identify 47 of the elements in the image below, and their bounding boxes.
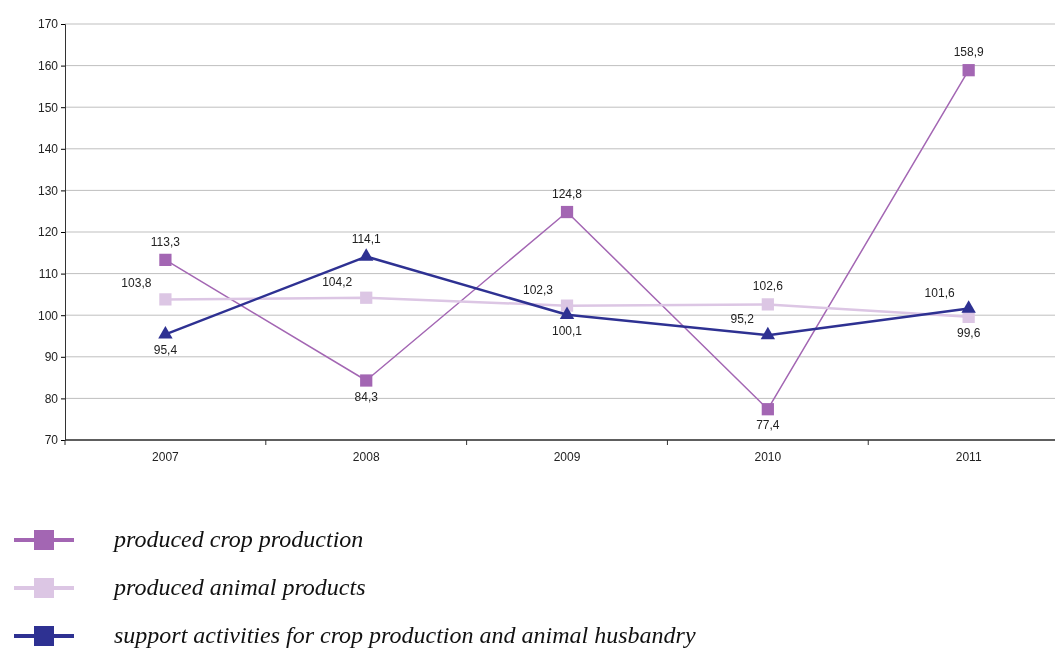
data-label: 77,4 <box>756 418 780 433</box>
y-tick-label: 110 <box>38 266 59 281</box>
x-tick-label: 2007 <box>152 449 180 464</box>
point <box>359 248 374 261</box>
point <box>360 291 373 304</box>
y-tick-label: 100 <box>37 308 59 323</box>
data-label: 101,6 <box>924 285 955 300</box>
data-label: 102,3 <box>523 282 554 297</box>
point <box>560 205 574 219</box>
data-label: 113,3 <box>150 234 181 249</box>
data-label: 104,2 <box>322 274 353 289</box>
data-label: 124,8 <box>552 187 583 202</box>
data-label: 84,3 <box>354 389 379 404</box>
point <box>761 298 774 311</box>
point <box>360 374 373 387</box>
data-label: 95,4 <box>153 343 178 358</box>
x-tick-label: 2008 <box>352 449 380 464</box>
y-tick-label: 80 <box>44 391 59 406</box>
data-label: 158,9 <box>953 45 984 60</box>
x-tick-label: 2009 <box>553 449 581 464</box>
point <box>961 300 976 313</box>
data-label: 99,6 <box>956 325 981 340</box>
point <box>159 253 172 266</box>
y-tick-label: 150 <box>37 100 59 115</box>
y-tick-label: 70 <box>44 433 59 448</box>
y-tick-label: 130 <box>37 183 59 198</box>
point <box>761 403 774 416</box>
legend-label: produced crop production <box>112 526 364 552</box>
point <box>159 293 172 306</box>
y-tick-label: 160 <box>37 58 59 73</box>
legend-label: support activities for crop production and animal husbandry <box>114 622 696 648</box>
legend-label: produced animal products <box>112 574 366 600</box>
y-tick-label: 120 <box>37 225 59 240</box>
point <box>559 306 575 319</box>
y-tick-label: 90 <box>44 350 59 365</box>
data-label: 102,6 <box>752 279 784 294</box>
point <box>158 326 173 339</box>
data-label: 114,1 <box>351 231 382 246</box>
y-tick-label: 140 <box>37 142 59 157</box>
x-tick-label: 2010 <box>754 449 782 464</box>
data-label: 103,8 <box>121 276 152 291</box>
y-tick-label: 170 <box>37 17 59 32</box>
x-tick-label: 2011 <box>955 449 982 464</box>
data-label: 95,2 <box>730 312 755 327</box>
data-label: 100,1 <box>552 323 583 338</box>
point <box>760 326 776 340</box>
point <box>962 64 975 77</box>
